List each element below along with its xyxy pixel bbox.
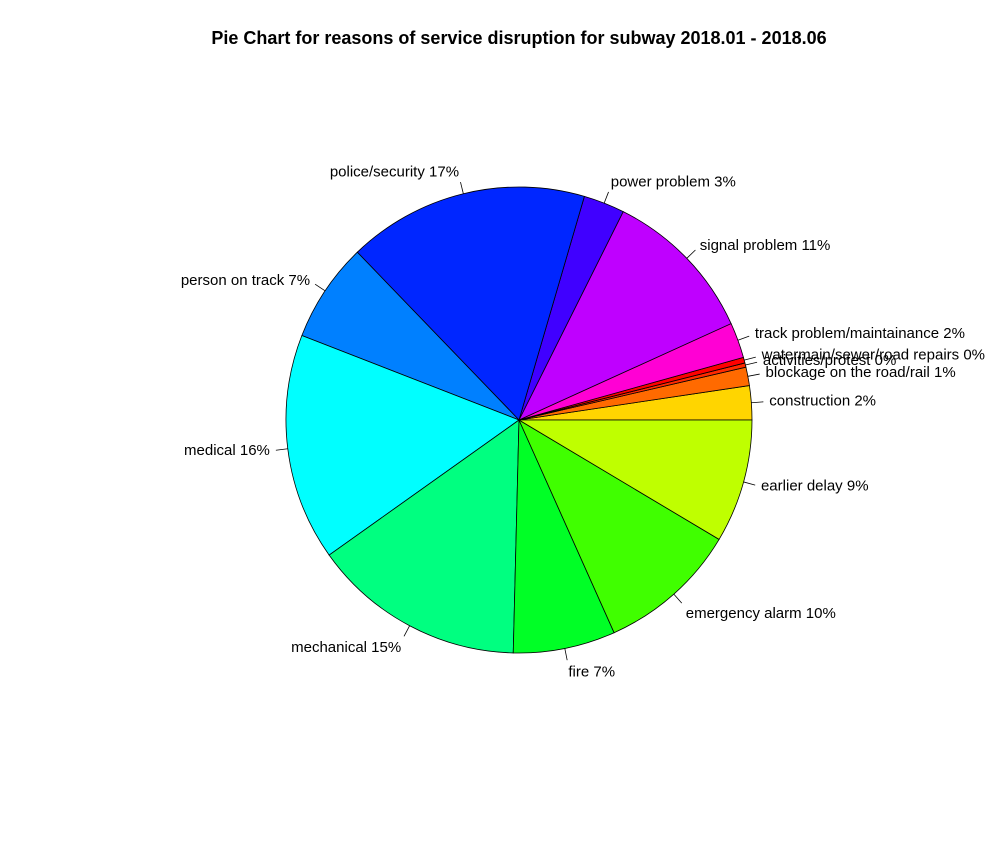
pie-label-tick	[564, 648, 568, 661]
pie-slice	[285, 334, 520, 556]
pie-label-tick	[744, 356, 756, 361]
pie-label-tick	[747, 373, 760, 377]
pie-label-tick	[751, 401, 764, 404]
pie-slice-label: watermain/sewer/road repairs 0%	[761, 347, 985, 364]
pie-slice-label: police/security 17%	[330, 163, 459, 180]
pie-label-tick	[686, 249, 696, 259]
chart-title: Pie Chart for reasons of service disrupt…	[211, 28, 827, 48]
pie-label-tick	[275, 448, 288, 451]
pie-label-tick	[403, 625, 410, 637]
pie-label-tick	[314, 283, 326, 292]
pie-slice-label: power problem 3%	[611, 173, 736, 190]
pie-slice-label: signal problem 11%	[700, 237, 831, 254]
pie-slice	[517, 419, 753, 540]
pie-labels: construction 2% blockage on the road/rail…	[181, 163, 985, 680]
pie-label-tick	[745, 361, 758, 366]
pie-slice-label: activities/protest 0%	[763, 352, 896, 369]
pie-label-tick	[737, 335, 750, 341]
pie-slices	[285, 186, 753, 654]
pie-slice	[512, 419, 615, 654]
pie-slice-label: emergency alarm 10%	[686, 605, 836, 622]
pie-slice	[328, 419, 520, 654]
pie-label-ticks	[275, 181, 764, 661]
pie-label-tick	[743, 481, 756, 486]
pie-slice-label: fire 7%	[568, 664, 615, 681]
pie-slice-label: blockage on the road/rail 1%	[766, 364, 956, 381]
pie-label-tick	[603, 191, 609, 204]
pie-slice	[518, 211, 732, 421]
pie-label-tick	[460, 181, 464, 194]
pie-slice-label: medical 16%	[184, 442, 270, 459]
pie-slice-label: earlier delay 9%	[761, 478, 869, 495]
pie-slice-label: track problem/maintainance 2%	[755, 325, 965, 342]
pie-slice-label: mechanical 15%	[291, 639, 401, 656]
pie-label-tick	[673, 593, 683, 604]
pie-slice-label: construction 2%	[769, 392, 876, 409]
pie-slice-label: person on track 7%	[181, 272, 310, 289]
